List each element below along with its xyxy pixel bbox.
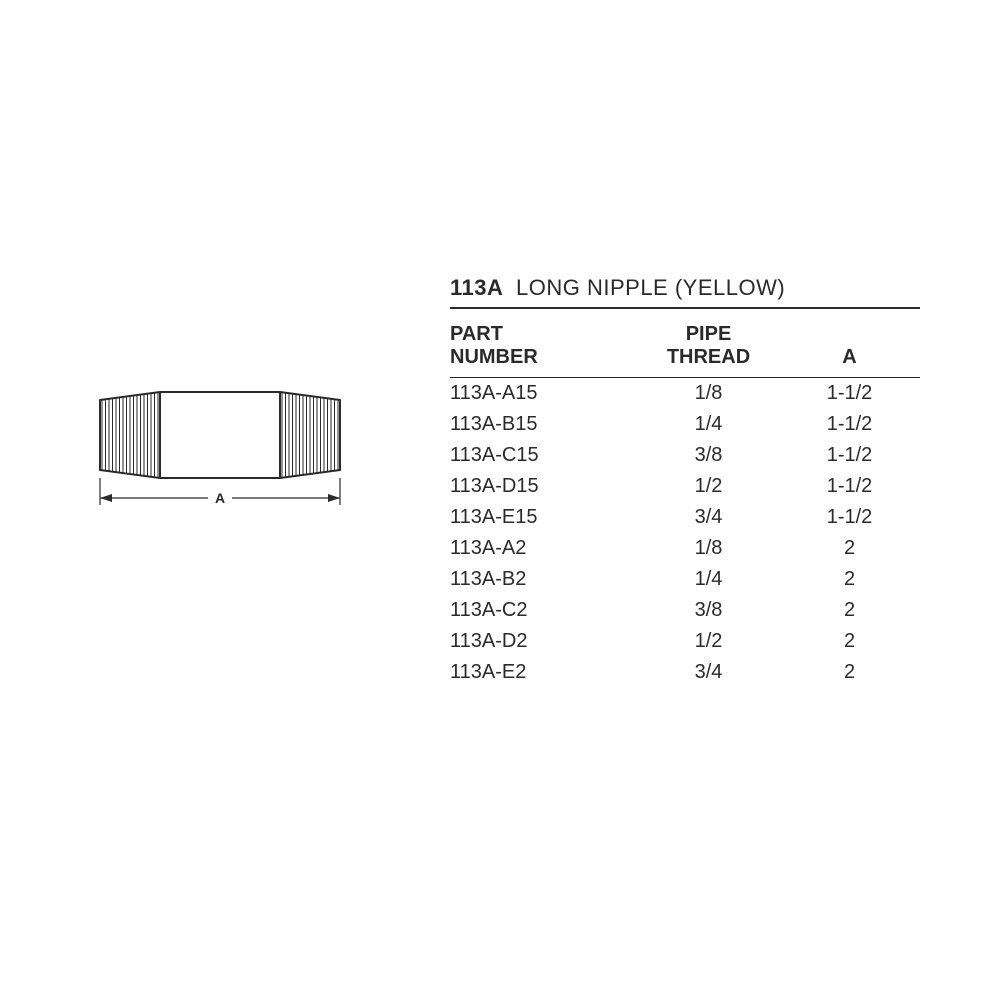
- table-row: 113A-E153/41-1/2: [450, 502, 920, 533]
- col-header-pipe-l2: THREAD: [667, 346, 750, 368]
- table-row: 113A-D151/21-1/2: [450, 471, 920, 502]
- cell-a: 2: [779, 533, 920, 564]
- cell-part: 113A-A2: [450, 533, 638, 564]
- cell-pipe: 3/4: [638, 502, 779, 533]
- table-row: 113A-B151/41-1/2: [450, 409, 920, 440]
- col-header-part: PART NUMBER: [450, 319, 638, 378]
- col-header-part-l2: NUMBER: [450, 346, 538, 368]
- cell-pipe: 1/2: [638, 626, 779, 657]
- cell-a: 1-1/2: [779, 440, 920, 471]
- table-row: 113A-C23/82: [450, 595, 920, 626]
- cell-pipe: 3/8: [638, 595, 779, 626]
- part-diagram: A A: [80, 370, 360, 545]
- cell-a: 2: [779, 657, 920, 688]
- cell-part: 113A-A15: [450, 378, 638, 410]
- cell-pipe: 3/4: [638, 657, 779, 688]
- table-row: 113A-C153/81-1/2: [450, 440, 920, 471]
- nipple-svg: A A: [80, 370, 360, 540]
- spec-table: PART NUMBER PIPE THREAD A 113A-A151/81-1…: [450, 319, 920, 688]
- table-row: 113A-D21/22: [450, 626, 920, 657]
- cell-part: 113A-D15: [450, 471, 638, 502]
- dimension-label-text: A: [215, 490, 225, 506]
- title-description: LONG NIPPLE (YELLOW): [516, 275, 785, 300]
- cell-part: 113A-C2: [450, 595, 638, 626]
- cell-pipe: 1/8: [638, 533, 779, 564]
- col-header-pipe: PIPE THREAD: [638, 319, 779, 378]
- cell-pipe: 3/8: [638, 440, 779, 471]
- cell-part: 113A-E2: [450, 657, 638, 688]
- page: A A 113A LONG NIPPLE (YELLOW) PART NUMBE…: [0, 0, 1000, 1000]
- cell-a: 2: [779, 595, 920, 626]
- cell-part: 113A-B15: [450, 409, 638, 440]
- table-row: 113A-A21/82: [450, 533, 920, 564]
- table-head: PART NUMBER PIPE THREAD A: [450, 319, 920, 378]
- cell-a: 1-1/2: [779, 471, 920, 502]
- col-header-pipe-l1: PIPE: [686, 323, 732, 345]
- cell-part: 113A-B2: [450, 564, 638, 595]
- table-row: 113A-A151/81-1/2: [450, 378, 920, 410]
- cell-a: 2: [779, 626, 920, 657]
- col-header-a: A: [779, 319, 920, 378]
- col-header-a-l2: A: [842, 346, 856, 368]
- table-title: 113A LONG NIPPLE (YELLOW): [450, 275, 920, 309]
- table-row: 113A-B21/42: [450, 564, 920, 595]
- cell-a: 1-1/2: [779, 409, 920, 440]
- title-code: 113A: [450, 275, 503, 300]
- cell-part: 113A-D2: [450, 626, 638, 657]
- table-body: 113A-A151/81-1/2113A-B151/41-1/2113A-C15…: [450, 378, 920, 689]
- col-header-part-l1: PART: [450, 323, 503, 345]
- cell-pipe: 1/2: [638, 471, 779, 502]
- cell-pipe: 1/4: [638, 564, 779, 595]
- cell-a: 1-1/2: [779, 378, 920, 410]
- table-row: 113A-E23/42: [450, 657, 920, 688]
- cell-part: 113A-E15: [450, 502, 638, 533]
- cell-pipe: 1/4: [638, 409, 779, 440]
- cell-pipe: 1/8: [638, 378, 779, 410]
- spec-table-block: 113A LONG NIPPLE (YELLOW) PART NUMBER PI…: [450, 275, 920, 688]
- cell-part: 113A-C15: [450, 440, 638, 471]
- cell-a: 2: [779, 564, 920, 595]
- cell-a: 1-1/2: [779, 502, 920, 533]
